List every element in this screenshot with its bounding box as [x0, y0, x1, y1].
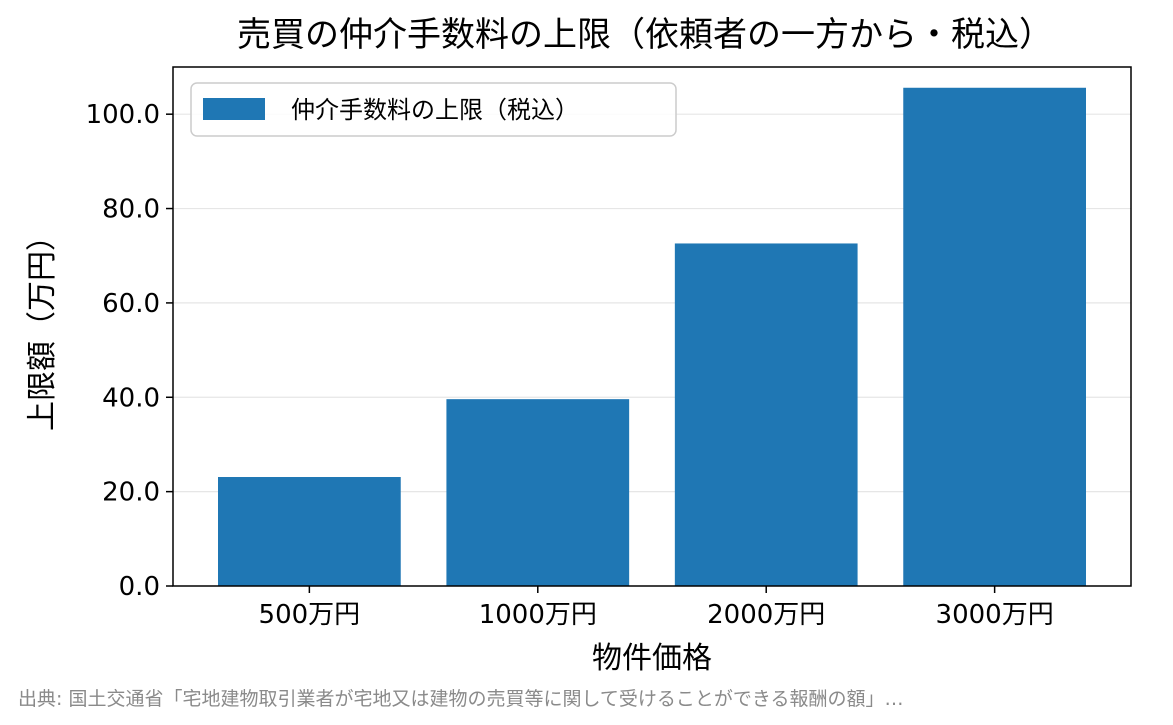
- x-tick-label: 2000万円: [707, 600, 825, 630]
- y-tick-label: 40.0: [102, 383, 160, 413]
- y-axis-ticks: 0.0 20.0 40.0 60.0 80.0 100.0: [86, 100, 173, 602]
- legend-swatch: [203, 98, 265, 120]
- y-tick-label: 20.0: [102, 478, 160, 508]
- x-tick-label: 1000万円: [479, 600, 597, 630]
- plot-frame: [172, 66, 1132, 587]
- bar: [903, 87, 1086, 586]
- legend-box: [190, 82, 677, 137]
- x-axis-label: 物件価格: [592, 641, 712, 676]
- y-axis-label: 上限額（万円）: [25, 221, 60, 431]
- y-tick-label: 100.0: [86, 100, 160, 130]
- bar: [446, 399, 630, 586]
- x-axis-ticks: 500万円 1000万円 2000万円 3000万円: [259, 586, 1054, 630]
- y-tick-label: 60.0: [102, 289, 160, 319]
- y-tick-label: 0.0: [119, 572, 160, 602]
- bar: [674, 243, 858, 586]
- bars: [218, 87, 1086, 586]
- source-note: 出典: 国土交通省「宅地建物取引業者が宅地又は建物の売買等に関して受けることがで…: [18, 688, 904, 710]
- y-tick-label: 80.0: [102, 195, 160, 225]
- x-tick-label: 3000万円: [936, 600, 1054, 630]
- x-tick-label: 500万円: [259, 600, 361, 630]
- bar: [218, 477, 401, 586]
- legend-label: 仲介手数料の上限（税込）: [291, 96, 579, 124]
- chart-title: 売買の仲介手数料の上限（依頼者の一方から・税込）: [237, 15, 1053, 55]
- legend: 仲介手数料の上限（税込）: [190, 82, 677, 137]
